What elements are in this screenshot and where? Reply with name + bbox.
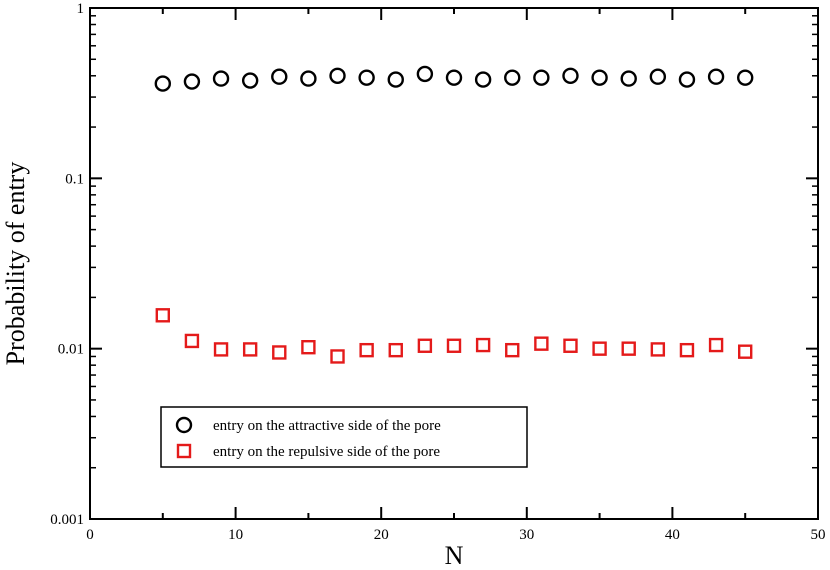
data-point-circle	[737, 69, 754, 86]
data-points	[154, 65, 754, 364]
data-point-square	[708, 337, 724, 353]
data-point-square	[359, 342, 374, 358]
data-point-circle	[154, 75, 172, 92]
data-point-square	[679, 342, 695, 358]
data-point-square	[650, 342, 666, 357]
data-point-circle	[678, 71, 696, 88]
data-point-circle	[620, 70, 637, 87]
y-tick-label: 0.001	[50, 512, 84, 528]
data-point-square	[242, 342, 258, 357]
data-point-square	[534, 336, 549, 351]
data-point-square	[301, 340, 316, 355]
data-point-square	[417, 338, 433, 353]
data-point-circle	[212, 70, 230, 87]
data-point-circle	[649, 68, 667, 85]
data-point-square	[738, 344, 753, 359]
data-point-circle	[504, 69, 521, 86]
data-point-circle	[387, 71, 404, 88]
y-tick-label: 0.1	[65, 171, 84, 187]
data-point-circle	[591, 69, 608, 86]
data-point-square	[475, 337, 491, 353]
data-point-circle	[562, 67, 579, 84]
data-point-circle	[241, 72, 259, 89]
y-tick-label: 0.01	[58, 342, 84, 358]
data-point-circle	[183, 73, 201, 90]
legend: entry on the attractive side of the pore…	[160, 406, 528, 468]
data-point-circle	[271, 68, 288, 85]
data-point-circle	[445, 69, 463, 86]
data-point-square	[155, 308, 171, 323]
data-point-square	[388, 342, 403, 358]
x-tick-label: 30	[519, 527, 534, 543]
y-axis-title: Probability of entry	[1, 162, 30, 366]
series-1	[154, 65, 754, 92]
data-point-square	[330, 349, 345, 364]
x-tick-label: 10	[228, 527, 243, 543]
data-point-circle	[329, 67, 346, 84]
data-point-circle	[474, 71, 492, 88]
data-point-square	[621, 341, 636, 356]
data-point-circle	[300, 70, 317, 87]
data-point-square	[213, 342, 229, 357]
x-tick-label: 0	[86, 527, 94, 543]
data-point-circle	[416, 65, 434, 83]
data-point-square	[505, 342, 520, 358]
data-point-square	[446, 338, 462, 353]
legend-marker	[176, 443, 192, 459]
data-point-circle	[707, 68, 725, 85]
x-tick-label: 40	[665, 527, 680, 543]
x-axis-title: N	[445, 541, 464, 570]
data-point-circle	[358, 69, 375, 86]
data-point-square	[184, 333, 200, 349]
y-tick-label: 1	[77, 1, 85, 17]
data-point-square	[272, 345, 287, 360]
legend-marker	[175, 416, 193, 434]
legend-label: entry on the repulsive side of the pore	[213, 444, 440, 460]
axis-ticks	[89, 7, 819, 520]
x-tick-label: 50	[811, 527, 826, 543]
series-2	[155, 308, 753, 364]
data-point-square	[592, 341, 607, 356]
data-point-circle	[533, 69, 550, 86]
legend-box	[160, 406, 528, 468]
tick-labels: 0 10 20 30 40 50 0.001 0.01 0.1 1	[50, 1, 825, 543]
data-point-square	[563, 338, 578, 353]
legend-label: entry on the attractive side of the pore	[213, 418, 441, 434]
x-tick-label: 20	[374, 527, 389, 543]
